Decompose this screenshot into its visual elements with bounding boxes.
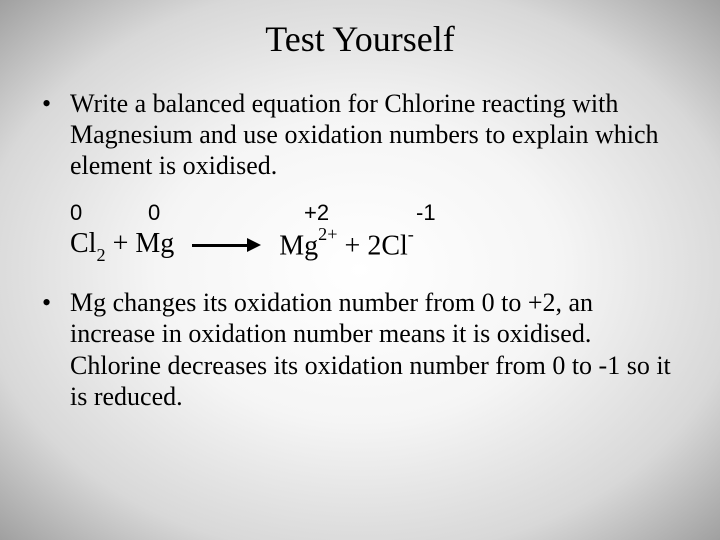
slide: Test Yourself • Write a balanced equatio… <box>0 0 720 450</box>
eq-lhs: Cl2 + Mg <box>70 228 174 264</box>
bullet-dot: • <box>40 287 70 318</box>
equation-block: 0 0 +2 -1 Cl2 + Mg Mg2+ + 2Cl- <box>70 200 680 264</box>
eq-cl: Cl <box>70 228 96 259</box>
oxidation-numbers-row: 0 0 +2 -1 <box>70 200 680 226</box>
bullet-text-2: Mg changes its oxidation number from 0 t… <box>70 287 680 412</box>
eq-mg: Mg <box>135 228 174 259</box>
eq-cl-sub: 2 <box>96 245 105 265</box>
bullet-item-1: • Write a balanced equation for Chlorine… <box>40 88 680 182</box>
oxnum-mg2plus: +2 <box>304 200 344 226</box>
bullet-item-2: • Mg changes its oxidation number from 0… <box>40 287 680 412</box>
oxnum-cl2: 0 <box>70 200 94 226</box>
bullet-dot: • <box>40 88 70 119</box>
bullet-text-1: Write a balanced equation for Chlorine r… <box>70 88 680 182</box>
eq-rhs: Mg2+ + 2Cl- <box>279 228 414 262</box>
chemical-equation: Cl2 + Mg Mg2+ + 2Cl- <box>70 228 680 264</box>
eq-plus2: + 2 <box>338 231 382 262</box>
oxnum-mg: 0 <box>148 200 172 226</box>
eq-cl2: Cl <box>381 231 407 262</box>
eq-mg-sup: 2+ <box>318 224 337 244</box>
eq-cl-sup: - <box>408 224 414 244</box>
oxnum-clminus: -1 <box>416 200 436 226</box>
eq-plus1: + <box>106 228 136 259</box>
eq-mg2: Mg <box>279 231 318 262</box>
reaction-arrow-icon <box>192 238 261 252</box>
slide-title: Test Yourself <box>40 18 680 60</box>
